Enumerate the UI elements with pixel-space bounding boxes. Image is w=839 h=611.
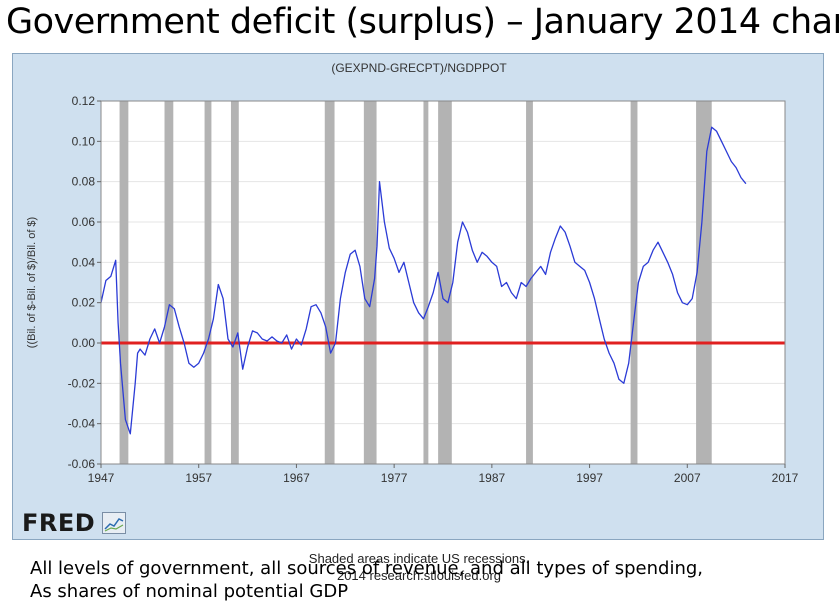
plot-border xyxy=(100,100,786,465)
recession-band xyxy=(230,101,239,464)
y-tick-label: 0.00 xyxy=(72,336,96,350)
y-tick-label: 0.12 xyxy=(72,94,96,108)
x-tick-label: 2007 xyxy=(674,471,701,485)
x-tick-label: 1967 xyxy=(283,471,310,485)
chart: (GEXPND-GRECPT)/NGDPPOT ((Bil. of $-Bil.… xyxy=(26,61,799,485)
recession-band xyxy=(438,101,452,464)
recession-band xyxy=(164,101,174,464)
recession-band xyxy=(324,101,335,464)
recession-band xyxy=(204,101,212,464)
fred-chart-panel: (GEXPND-GRECPT)/NGDPPOT ((Bil. of $-Bil.… xyxy=(12,53,824,583)
recession-band xyxy=(696,101,712,464)
y-tick-label: 0.10 xyxy=(72,134,96,148)
recession-band xyxy=(423,101,429,464)
y-tick-label: 0.04 xyxy=(72,255,96,269)
recession-note: Shaded areas indicate US recessions. xyxy=(308,551,530,566)
y-tick-label: -0.02 xyxy=(68,376,96,390)
y-tick-label: 0.08 xyxy=(72,175,96,189)
series-line xyxy=(100,126,747,435)
page-title: Government deficit (surplus) – January 2… xyxy=(6,2,839,42)
chart-title: (GEXPND-GRECPT)/NGDPPOT xyxy=(331,61,507,75)
recession-band xyxy=(630,101,638,464)
mini-line-icon xyxy=(104,518,124,532)
recession-band xyxy=(526,101,533,464)
recession-band xyxy=(119,101,129,464)
caption: All levels of government, all sources of… xyxy=(30,557,703,603)
caption-line-2: As shares of nominal potential GDP xyxy=(30,581,349,602)
fred-chart-icon xyxy=(102,512,126,534)
source-note: 2014 research.stlouisfed.org xyxy=(336,568,502,583)
x-tick-label: 1947 xyxy=(88,471,115,485)
fred-logo: FRED xyxy=(22,509,96,537)
x-tick-label: 1987 xyxy=(479,471,506,485)
x-tick-label: 1977 xyxy=(381,471,408,485)
x-tick-label: 2017 xyxy=(772,471,799,485)
y-tick-label: -0.06 xyxy=(68,457,96,471)
y-tick-label: 0.02 xyxy=(72,296,96,310)
recession-band xyxy=(363,101,377,464)
y-tick-label: -0.04 xyxy=(68,417,96,431)
chart-footnote: Shaded areas indicate US recessions. 201… xyxy=(13,550,825,584)
y-tick-label: 0.06 xyxy=(72,215,96,229)
x-tick-label: 1957 xyxy=(185,471,212,485)
y-axis-label: ((Bil. of $-Bil. of $)/Bil. of $) xyxy=(26,217,38,348)
caption-line-1: All levels of government, all sources of… xyxy=(30,558,704,579)
x-tick-label: 1997 xyxy=(576,471,603,485)
plot-area: 0.12 0.10 0.08 0.06 0.04 0.02 0.00 -0.02 -0.04 -0… xyxy=(68,94,799,485)
